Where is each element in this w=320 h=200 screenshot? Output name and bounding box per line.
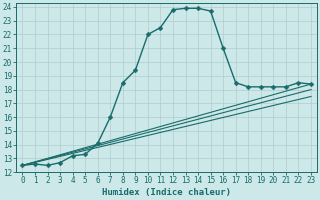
X-axis label: Humidex (Indice chaleur): Humidex (Indice chaleur): [102, 188, 231, 197]
